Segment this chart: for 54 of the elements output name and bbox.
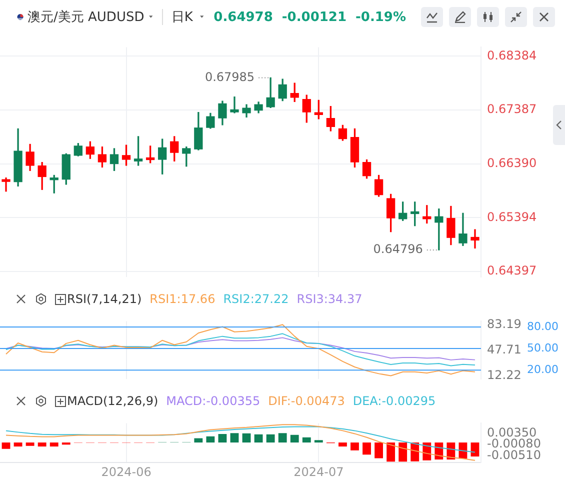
y-tick-label: 12.22 xyxy=(487,368,522,382)
bar xyxy=(278,433,287,443)
ref-line-label: 80.00 xyxy=(527,320,558,333)
bar xyxy=(470,442,480,456)
text: -0.00121 xyxy=(282,10,346,24)
bar xyxy=(386,442,396,462)
series-label: RSI1:17.66 xyxy=(150,292,216,306)
bar xyxy=(2,442,10,449)
candlestick xyxy=(470,229,480,248)
chart-subtitle: 日K xyxy=(171,9,193,26)
bar xyxy=(362,442,371,455)
bar xyxy=(266,434,275,443)
annotation: 0.67985 xyxy=(204,70,255,84)
y-tick-label: 47.71 xyxy=(487,342,522,356)
bar xyxy=(206,436,215,443)
bar xyxy=(398,442,408,462)
text: MACD:-0.00355 xyxy=(166,394,260,408)
y-tick-label: 83.19 xyxy=(487,316,522,331)
annotation: 0.64796 xyxy=(373,242,423,256)
chart-title: 澳元/美元 AUDUSD xyxy=(28,9,144,26)
y-tick-label: 0.66390 xyxy=(487,156,537,170)
bar xyxy=(242,433,251,443)
bar xyxy=(290,434,299,443)
x-tick-label: 2024-06 xyxy=(101,464,152,479)
chart-title: RSI(7,14,21) xyxy=(67,292,142,306)
y-tick-label: 0.64397 xyxy=(487,264,537,278)
bar xyxy=(374,442,383,458)
text: RSI3:34.37 xyxy=(296,292,362,306)
y-tick-label: 0.67387 xyxy=(487,102,537,116)
ref-line-label: 20.00 xyxy=(527,363,558,376)
bar xyxy=(14,442,22,446)
y-tick-label: 0.65394 xyxy=(487,210,537,224)
bar xyxy=(254,434,263,443)
bar xyxy=(302,437,311,443)
bar xyxy=(338,442,347,446)
text: RSI2:27.22 xyxy=(223,292,289,306)
bar xyxy=(50,442,58,446)
x-tick-label: 2024-07 xyxy=(294,464,344,479)
bar xyxy=(314,440,323,443)
ref-line-label: 50.00 xyxy=(527,341,558,354)
candlestick xyxy=(230,96,239,114)
bar xyxy=(218,434,227,443)
chart-title: MACD(12,26,9) xyxy=(67,394,158,408)
text: -0.19% xyxy=(356,10,406,24)
bar xyxy=(194,438,203,443)
series-label: DEA:-0.00295 xyxy=(352,394,436,408)
bar xyxy=(350,442,359,450)
bar xyxy=(38,442,46,446)
bar xyxy=(26,442,34,446)
candlestick xyxy=(2,178,10,192)
y-tick-label: 0.68384 xyxy=(487,48,537,62)
bar xyxy=(230,433,239,443)
text: 0.64978 xyxy=(214,10,273,24)
series-label: DIF:-0.00473 xyxy=(268,394,345,408)
